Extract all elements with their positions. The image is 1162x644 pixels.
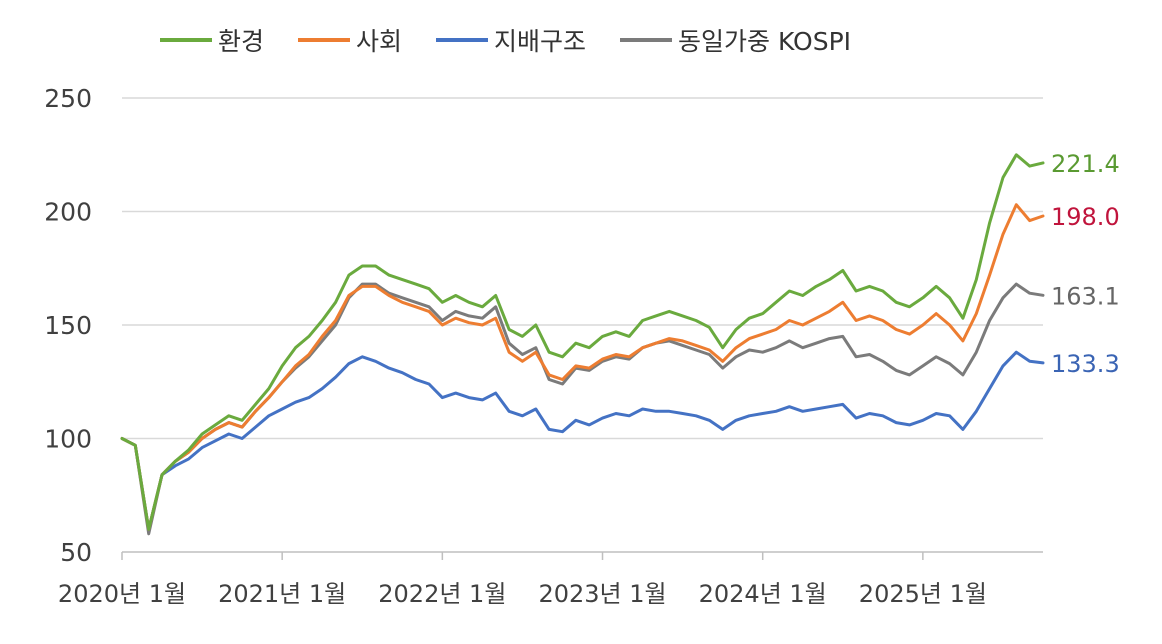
end-labels: 221.4 198.0 133.3 163.1 [1051,150,1120,378]
x-tick-label: 2024년 1월 [699,580,827,608]
end-label-0: 221.4 [1051,150,1120,178]
legend-item-0: 환경 [160,22,264,58]
x-tick-label: 2023년 1월 [538,580,666,608]
series-line-0 [120,153,1045,531]
y-tick-label: 250 [44,84,92,113]
y-tick-label: 100 [44,425,92,454]
legend-swatch [298,38,351,42]
y-tick-label: 150 [44,311,92,340]
y-tick-label: 50 [60,538,92,567]
legend-label: 환경 [218,27,265,56]
legend-swatch [160,38,212,42]
series-line-2 [120,350,1045,531]
y-axis: 50 100 150 200 250 [44,84,92,567]
legend-swatch [436,38,489,42]
series-line-1 [120,203,1045,531]
chart-legend: 환경 사회 지배구조 동일가중 KOSPI [160,22,851,58]
x-tick-label: 2022년 1월 [378,580,506,608]
x-tick-label: 2025년 1월 [859,580,987,608]
x-tick-label: 2021년 1월 [218,580,346,608]
end-label-1: 198.0 [1051,203,1120,231]
legend-label: 지배구조 [494,27,587,56]
legend-item-1: 사회 [298,22,402,58]
legend-label: 사회 [356,27,403,56]
x-axis: 2020년 1월 2021년 1월 2022년 1월 2023년 1월 2024년 1월… [58,551,1043,608]
legend-item-3: 동일가중 KOSPI [620,22,851,58]
x-tick-label: 2020년 1월 [58,580,186,608]
end-label-3: 163.1 [1051,282,1120,310]
series-lines [120,153,1045,536]
legend-label: 동일가중 KOSPI [678,27,852,56]
y-tick-label: 200 [44,198,92,227]
legend-item-2: 지배구조 [436,22,586,58]
series-line-3 [120,282,1045,536]
gridlines [122,97,1043,440]
legend-swatch [620,38,673,42]
end-label-2: 133.3 [1051,350,1120,378]
